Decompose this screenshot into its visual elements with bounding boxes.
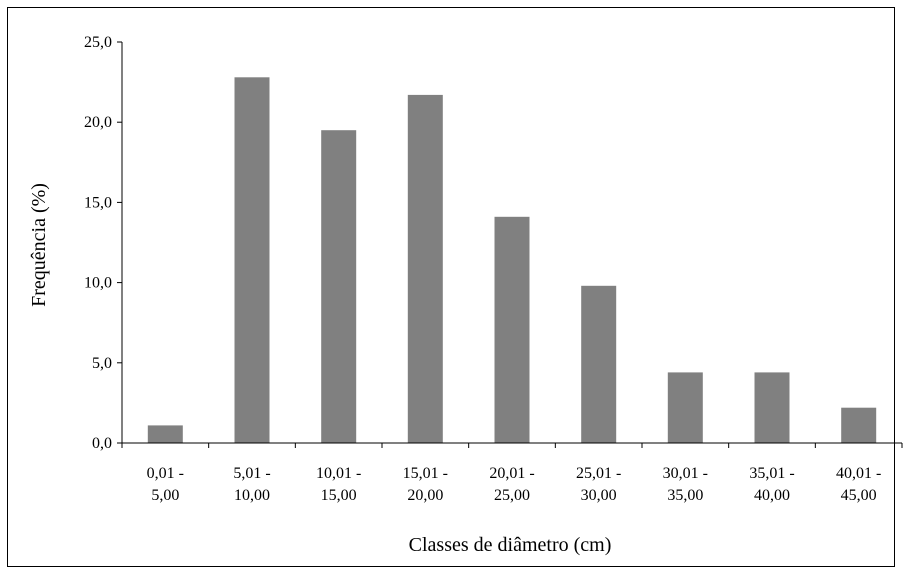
bar-2 [234, 77, 270, 444]
x-tick-label: 10,01 -15,00 [316, 465, 361, 504]
bar-6 [581, 285, 617, 443]
axes-group [117, 41, 903, 448]
y-tick-label: 0,0 [92, 435, 112, 452]
y-tick-label: 15,0 [84, 194, 112, 211]
x-tick-label: 15,01 -20,00 [403, 465, 448, 504]
y-tick-label: 5,0 [92, 355, 112, 372]
x-tick-label: 0,01 -5,00 [147, 465, 184, 504]
y-tick-label: 20,0 [84, 114, 112, 131]
bar-3 [321, 130, 357, 443]
bars-group [147, 77, 877, 444]
x-tick-label: 25,01 -30,00 [576, 465, 621, 504]
y-tick-labels: 0,0 5,0 10,0 15,0 20,0 25,0 [84, 34, 112, 452]
bar-5 [494, 216, 530, 443]
x-tick-labels: 0,01 -5,00 5,01 -10,00 10,01 -15,00 15,01 -… [147, 465, 882, 504]
x-tick-label: 20,01 -25,00 [489, 465, 534, 504]
bar-4 [407, 94, 443, 444]
x-tick-label: 40,01 -45,00 [836, 465, 881, 504]
y-tick-label: 10,0 [84, 275, 112, 292]
y-axis-title: Frequência (%) [28, 183, 50, 307]
bar-7 [667, 372, 703, 443]
x-tick-label: 35,01 -40,00 [749, 465, 794, 504]
y-tick-label: 25,0 [84, 34, 112, 51]
bar-9 [841, 407, 877, 443]
chart-frame [7, 7, 895, 567]
x-axis-title: Classes de diâmetro (cm) [409, 534, 612, 556]
x-tick-label: 5,01 -10,00 [233, 465, 270, 504]
bar-8 [754, 372, 790, 443]
x-tick-label: 30,01 -35,00 [663, 465, 708, 504]
bar-1 [147, 425, 183, 443]
